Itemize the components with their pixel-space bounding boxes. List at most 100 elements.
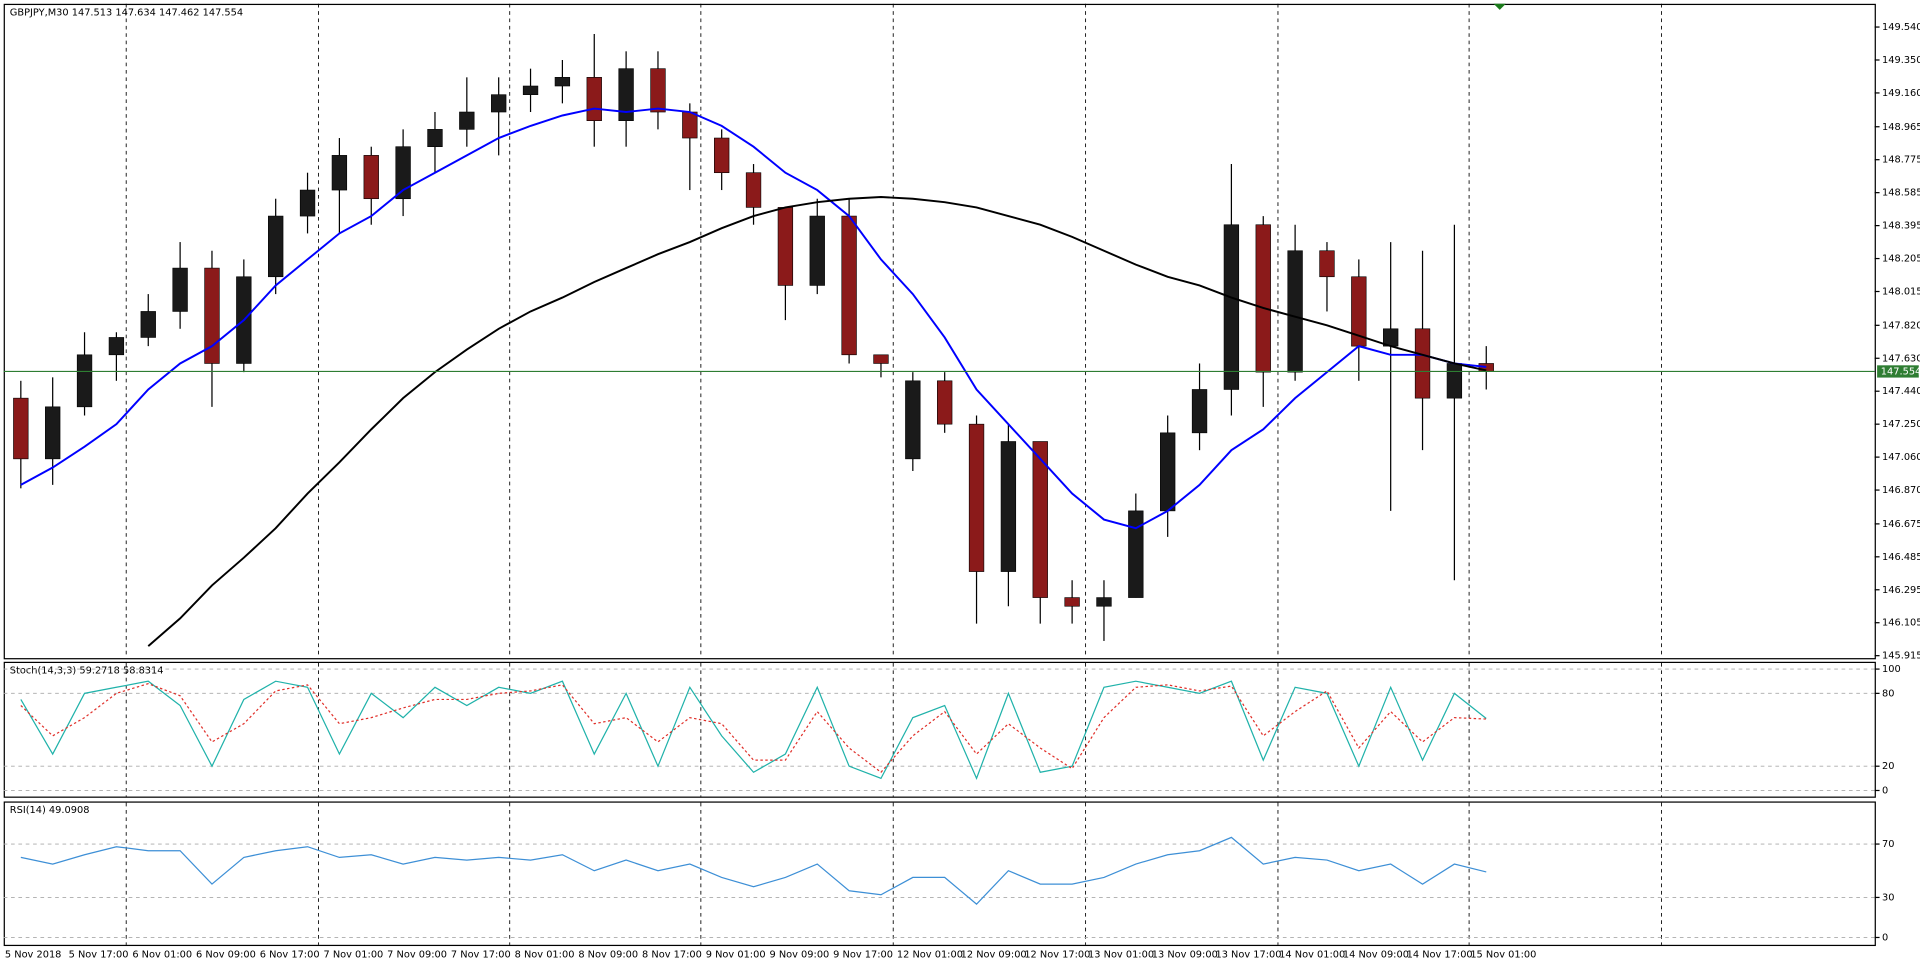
main-pane-frame bbox=[3, 3, 1876, 660]
candle-body bbox=[1160, 432, 1176, 512]
indicator-line bbox=[20, 107, 1487, 530]
x-tick-label: 15 Nov 01:00 bbox=[1470, 950, 1536, 961]
x-tick-label: 7 Nov 01:00 bbox=[323, 950, 383, 961]
x-tick-label: 12 Nov 09:00 bbox=[961, 950, 1027, 961]
y-tick-label: 0 bbox=[1882, 932, 1888, 943]
x-tick-label: 5 Nov 2018 bbox=[5, 950, 62, 961]
y-tick-label: 146.295 bbox=[1882, 585, 1920, 596]
candle-body bbox=[873, 354, 889, 364]
x-tick-label: 14 Nov 17:00 bbox=[1407, 950, 1473, 961]
candle-body bbox=[1319, 250, 1335, 278]
rsi-pane-frame bbox=[3, 801, 1876, 947]
y-tick-label: 146.870 bbox=[1882, 485, 1920, 496]
candle-body bbox=[459, 111, 475, 130]
candle-body bbox=[968, 423, 985, 572]
current-price-box bbox=[1877, 365, 1919, 378]
x-tick-label: 9 Nov 09:00 bbox=[769, 950, 829, 961]
candle-body bbox=[905, 380, 921, 460]
candle-body bbox=[140, 311, 156, 338]
marker-triangle bbox=[1493, 3, 1506, 10]
candle-body bbox=[331, 155, 348, 191]
candle-body bbox=[554, 77, 571, 87]
x-tick-label: 6 Nov 09:00 bbox=[196, 950, 256, 961]
candle-body bbox=[777, 207, 794, 286]
candle-body bbox=[76, 354, 93, 408]
y-tick-label: 30 bbox=[1882, 892, 1894, 903]
x-tick-label: 13 Nov 01:00 bbox=[1088, 950, 1154, 961]
x-tick-label: 14 Nov 09:00 bbox=[1343, 950, 1409, 961]
candle-body bbox=[172, 267, 188, 312]
candle-body bbox=[937, 380, 953, 425]
candle-body bbox=[1064, 597, 1080, 607]
x-tick-label: 8 Nov 17:00 bbox=[642, 950, 702, 961]
stoch-title: Stoch(14,3,3) 59.2718 58.8314 bbox=[10, 665, 164, 676]
candle-body bbox=[1446, 363, 1463, 399]
candle-body bbox=[427, 129, 443, 148]
rsi-title: RSI(14) 49.0908 bbox=[10, 805, 90, 816]
y-tick-label: 146.105 bbox=[1882, 618, 1920, 629]
x-tick-label: 12 Nov 01:00 bbox=[897, 950, 963, 961]
y-tick-label: 148.395 bbox=[1882, 221, 1920, 232]
y-tick-label: 148.205 bbox=[1882, 254, 1920, 265]
y-tick-label: 147.250 bbox=[1882, 419, 1920, 430]
y-tick-label: 146.675 bbox=[1882, 519, 1920, 530]
candle-body bbox=[13, 397, 29, 460]
y-tick-label: 149.160 bbox=[1882, 88, 1920, 99]
candle-body bbox=[1223, 224, 1240, 390]
x-tick-label: 12 Nov 17:00 bbox=[1024, 950, 1090, 961]
candle-body bbox=[809, 215, 825, 286]
current-price-label: 147.554 bbox=[1881, 366, 1920, 377]
candle-body bbox=[1191, 389, 1208, 434]
candle-body bbox=[1032, 441, 1048, 598]
candle-body bbox=[299, 189, 316, 217]
candle-body bbox=[682, 111, 698, 139]
candle-body bbox=[1096, 597, 1112, 607]
y-tick-label: 149.540 bbox=[1882, 22, 1920, 33]
candle-body bbox=[108, 337, 125, 356]
x-tick-label: 9 Nov 01:00 bbox=[706, 950, 766, 961]
candle-body bbox=[714, 137, 730, 174]
y-tick-label: 80 bbox=[1882, 688, 1894, 699]
candle-body bbox=[1414, 328, 1431, 399]
candle-body bbox=[395, 146, 411, 200]
x-tick-label: 8 Nov 01:00 bbox=[515, 950, 575, 961]
x-tick-label: 7 Nov 17:00 bbox=[451, 950, 511, 961]
y-tick-label: 147.440 bbox=[1882, 386, 1920, 397]
stoch-pane-frame bbox=[3, 661, 1876, 798]
x-tick-label: 8 Nov 09:00 bbox=[578, 950, 638, 961]
x-tick-label: 7 Nov 09:00 bbox=[387, 950, 447, 961]
candle-body bbox=[618, 68, 634, 121]
candle-body bbox=[586, 77, 602, 121]
candle-body bbox=[522, 85, 539, 95]
y-tick-label: 149.350 bbox=[1882, 55, 1920, 66]
candle-body bbox=[491, 94, 507, 113]
indicator-line bbox=[20, 836, 1487, 905]
y-tick-label: 70 bbox=[1882, 839, 1894, 850]
candle-body bbox=[204, 267, 220, 364]
x-tick-label: 9 Nov 17:00 bbox=[833, 950, 893, 961]
candle-body bbox=[268, 215, 284, 278]
y-tick-label: 147.060 bbox=[1882, 452, 1920, 463]
candle-body bbox=[1128, 510, 1144, 598]
x-tick-label: 6 Nov 17:00 bbox=[260, 950, 320, 961]
y-tick-label: 148.585 bbox=[1882, 188, 1920, 199]
y-tick-label: 146.485 bbox=[1882, 552, 1920, 563]
y-tick-label: 20 bbox=[1882, 761, 1894, 772]
indicator-line bbox=[147, 196, 1487, 647]
candle-body bbox=[45, 406, 61, 460]
x-tick-label: 5 Nov 17:00 bbox=[69, 950, 129, 961]
y-tick-label: 148.015 bbox=[1882, 287, 1920, 298]
candle-body bbox=[841, 215, 857, 356]
y-tick-label: 145.915 bbox=[1882, 651, 1920, 662]
x-tick-label: 14 Nov 01:00 bbox=[1279, 950, 1345, 961]
y-tick-label: 148.965 bbox=[1882, 122, 1920, 133]
candle-body bbox=[1255, 224, 1271, 373]
y-tick-label: 147.630 bbox=[1882, 353, 1920, 364]
x-tick-label: 6 Nov 01:00 bbox=[132, 950, 192, 961]
candle-body bbox=[745, 172, 762, 208]
x-tick-label: 13 Nov 09:00 bbox=[1152, 950, 1218, 961]
candle-body bbox=[1000, 441, 1017, 572]
y-tick-label: 0 bbox=[1882, 785, 1888, 796]
